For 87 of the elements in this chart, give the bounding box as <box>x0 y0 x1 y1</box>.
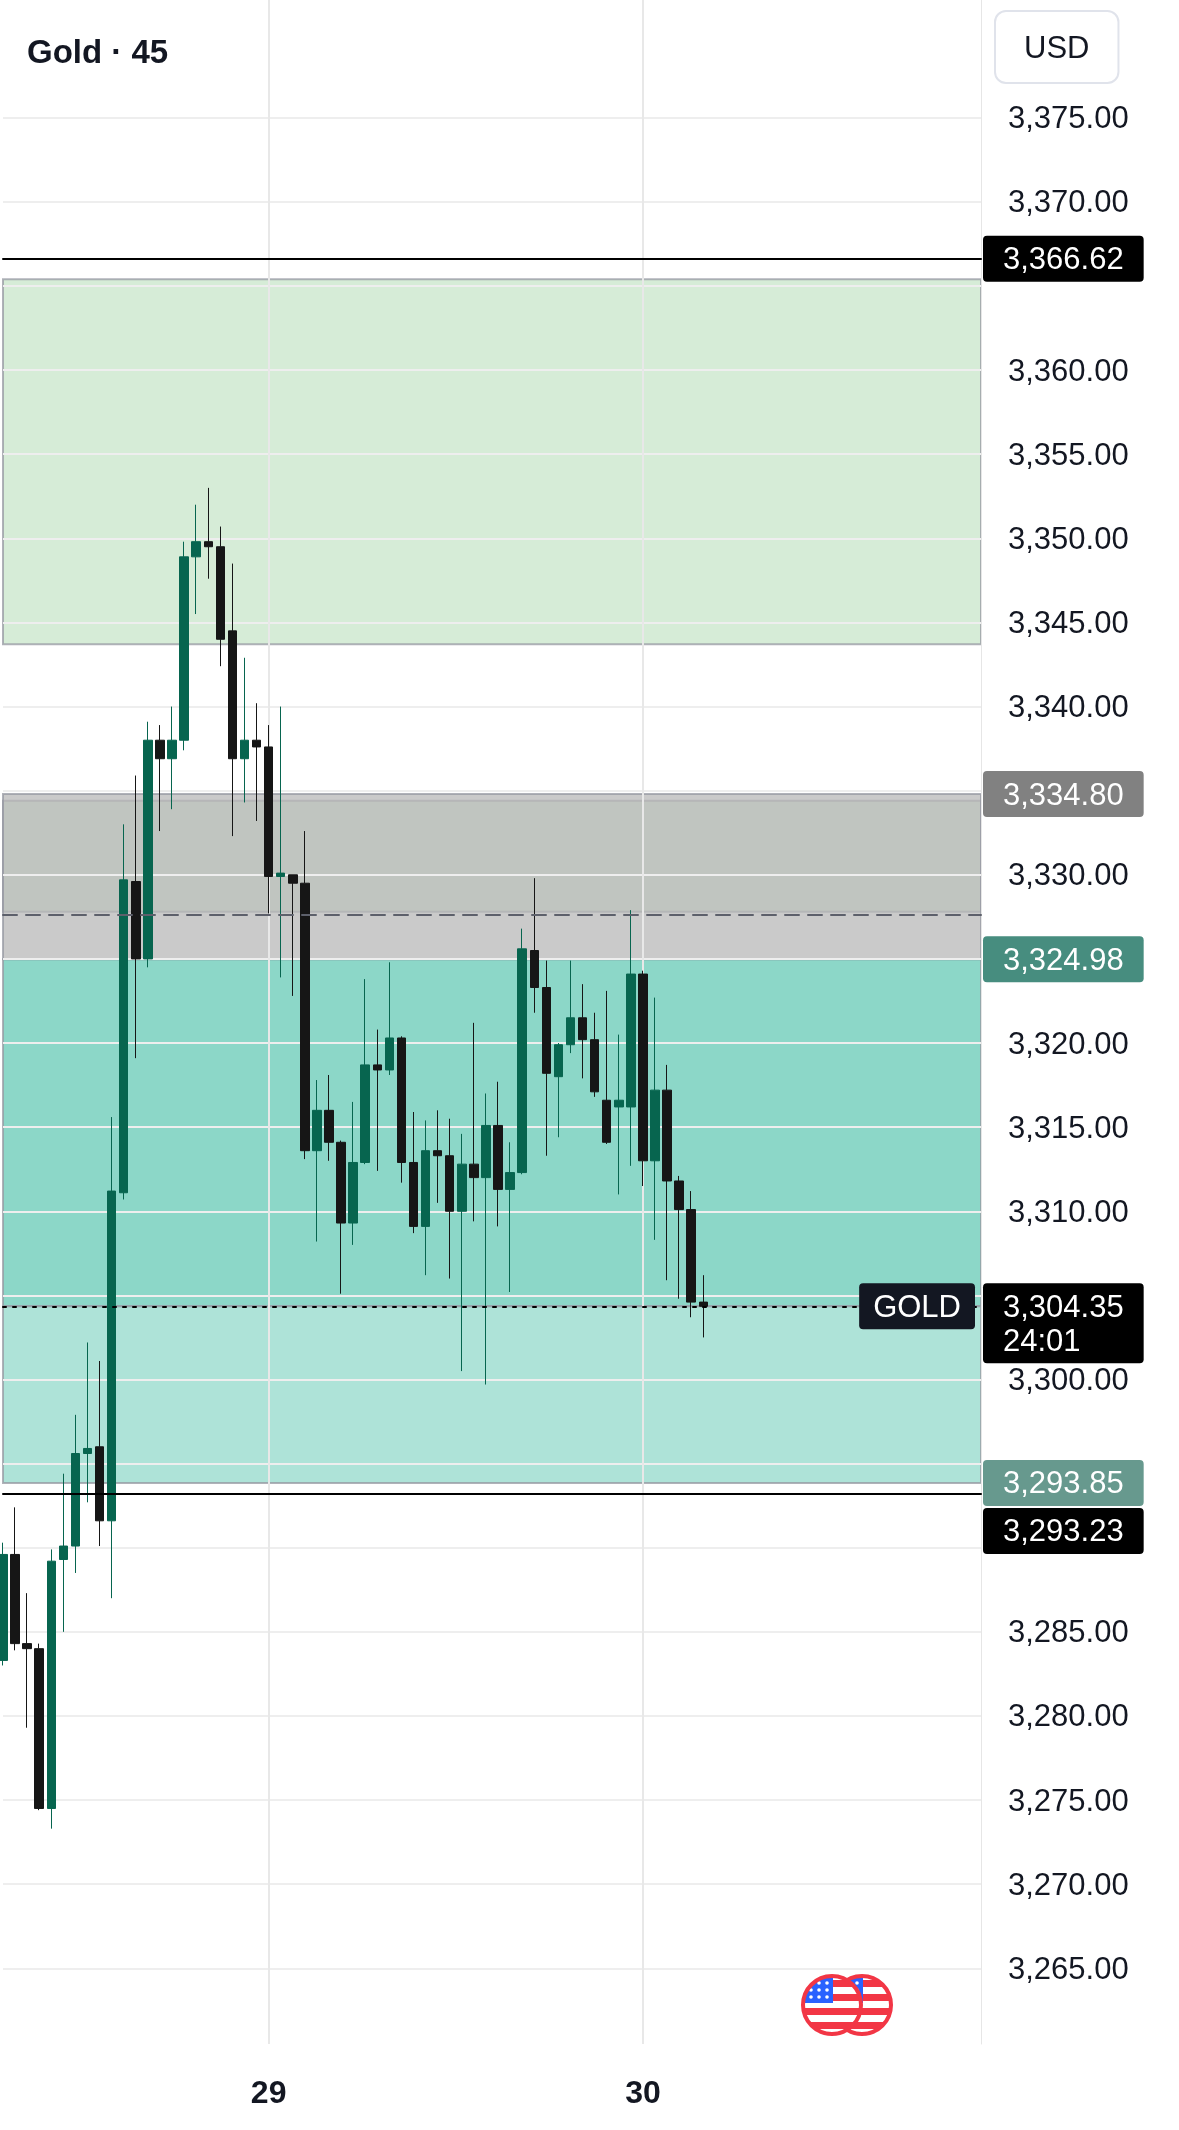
candlestick <box>71 1414 80 1574</box>
candlestick <box>276 706 285 978</box>
band-label: 3,293.85 <box>1003 1465 1124 1501</box>
candlestick <box>674 1175 684 1300</box>
candlestick <box>566 960 575 1054</box>
ref-line-label: 3,293.23 <box>1003 1513 1124 1549</box>
x-tick-label: 30 <box>625 2074 661 2110</box>
candlestick <box>433 1109 442 1204</box>
y-tick-label: 3,345.00 <box>1008 604 1129 640</box>
y-tick-label: 3,275.00 <box>1008 1782 1129 1818</box>
y-tick-label: 3,300.00 <box>1008 1361 1129 1397</box>
candlestick <box>650 997 660 1241</box>
candlestick <box>602 990 611 1145</box>
candlestick <box>22 1592 32 1729</box>
candlestick <box>143 721 153 968</box>
candlestick <box>34 1643 44 1811</box>
candlestick <box>590 1012 599 1098</box>
y-axis-title: USD <box>1024 29 1090 65</box>
candlestick <box>505 1141 515 1293</box>
y-tick-label: 3,310.00 <box>1008 1193 1129 1229</box>
candlestick <box>119 823 128 1200</box>
y-tick-label: 3,265.00 <box>1008 1950 1129 1986</box>
candlestick <box>252 702 261 822</box>
candlestick <box>228 563 237 837</box>
ref-line-label: 3,366.62 <box>1003 241 1124 277</box>
candlestick <box>686 1190 696 1318</box>
candlestick <box>397 1035 406 1184</box>
candlestick <box>469 1022 479 1222</box>
ref-line-label: 3,304.35 24:01 <box>1003 1288 1124 1358</box>
candlestick <box>179 541 189 751</box>
y-tick-label: 3,315.00 <box>1008 1109 1129 1145</box>
candlestick <box>107 1116 116 1599</box>
candlestick <box>348 1101 358 1246</box>
candlestick <box>95 1360 104 1547</box>
y-tick-label: 3,330.00 <box>1008 857 1129 893</box>
candlestick <box>481 1093 491 1386</box>
candlestick <box>312 1079 322 1243</box>
candlestick <box>626 909 636 1167</box>
candlestick <box>0 1542 8 1666</box>
candlestick <box>264 724 273 914</box>
candlestick <box>59 1473 68 1633</box>
y-tick-label: 3,340.00 <box>1008 689 1129 725</box>
text: Gold · 45 <box>27 33 169 70</box>
x-tick-label: 29 <box>250 2074 287 2110</box>
candlestick <box>240 657 249 803</box>
candlestick <box>457 1133 467 1372</box>
candlestick <box>373 1029 382 1172</box>
y-tick-label: 3,370.00 <box>1008 184 1129 220</box>
candlestick <box>155 724 165 832</box>
candlestick <box>517 928 527 1175</box>
candlestick <box>530 877 539 1014</box>
candlestick <box>542 960 551 1157</box>
candlestick <box>83 1341 92 1503</box>
candlestick <box>385 961 394 1076</box>
y-tick-label: 3,350.00 <box>1008 520 1129 556</box>
candlestick <box>300 830 310 1160</box>
candlestick <box>638 970 648 1187</box>
y-tick-label: 3,360.00 <box>1008 352 1129 388</box>
candlestick <box>662 1064 672 1281</box>
band-label: 3,324.98 <box>1003 941 1124 977</box>
candlestick <box>421 1119 430 1276</box>
candlestick <box>288 874 298 997</box>
candlestick <box>167 706 177 810</box>
candlestick <box>360 978 370 1165</box>
band-label: 3,334.80 <box>1003 776 1124 812</box>
candlestick <box>554 1042 563 1138</box>
candlestick <box>204 487 213 580</box>
candlestick <box>614 1034 624 1195</box>
candlestick <box>699 1274 708 1338</box>
candlestick <box>10 1506 20 1651</box>
y-tick-label: 3,375.00 <box>1008 100 1129 136</box>
candlestick <box>191 504 201 615</box>
candlestick <box>409 1111 418 1234</box>
candlestick <box>493 1081 503 1227</box>
annotation: GOLD <box>873 1288 961 1324</box>
y-tick-label: 3,355.00 <box>1008 436 1129 472</box>
candlestick <box>47 1548 56 1830</box>
candlestick <box>324 1074 334 1162</box>
candlestick <box>445 1118 454 1280</box>
y-tick-label: 3,280.00 <box>1008 1698 1129 1734</box>
y-tick-label: 3,270.00 <box>1008 1866 1129 1902</box>
candlestick <box>578 983 587 1079</box>
candlestick <box>216 526 225 667</box>
y-tick-label: 3,285.00 <box>1008 1614 1129 1650</box>
candlestick <box>336 1140 346 1295</box>
candlestick <box>131 775 141 1059</box>
y-tick-label: 3,320.00 <box>1008 1025 1129 1061</box>
